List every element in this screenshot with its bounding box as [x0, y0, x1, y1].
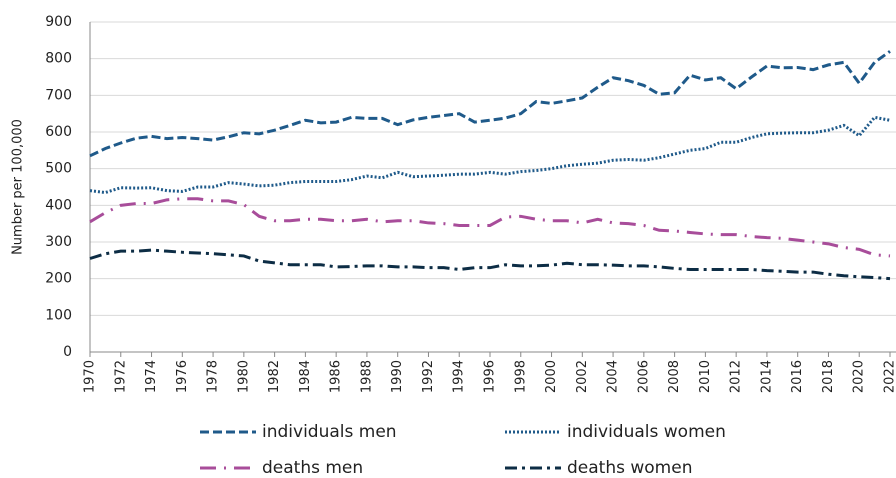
y-tick-label: 400 [45, 197, 72, 213]
x-tick-label: 2018 [821, 360, 836, 393]
y-tick-label: 200 [45, 271, 72, 287]
x-tick-label: 1976 [175, 360, 190, 393]
x-tick-label: 2012 [729, 360, 744, 393]
x-tick-label: 2022 [883, 360, 896, 393]
x-tick-label: 1986 [329, 360, 344, 393]
y-axis-label: Number per 100,000 [11, 119, 26, 255]
x-tick-label: 1998 [513, 360, 528, 393]
legend-label: deaths women [567, 458, 692, 478]
x-tick-label: 1996 [483, 360, 498, 393]
series-line [89, 248, 891, 281]
x-tick-label: 2014 [759, 360, 774, 393]
x-tick-label: 1982 [267, 360, 282, 393]
x-tick-label: 1972 [113, 360, 128, 393]
series-line [89, 115, 891, 195]
x-tick-label: 2008 [667, 360, 682, 393]
x-tick-label: 2020 [852, 360, 867, 393]
y-tick-label: 700 [45, 87, 72, 103]
x-tick-label: 2000 [544, 360, 559, 393]
y-tick-label: 600 [45, 124, 72, 140]
y-tick-label: 0 [63, 344, 72, 360]
legend-label: individuals men [262, 422, 397, 442]
x-tick-label: 1978 [206, 360, 221, 393]
x-tick-label: 2004 [606, 360, 621, 393]
x-tick-label: 1988 [359, 360, 374, 393]
x-tick-label: 1970 [83, 360, 98, 393]
legend-label: individuals women [567, 422, 726, 442]
x-tick-label: 1984 [298, 360, 313, 393]
y-tick-label: 900 [45, 14, 72, 30]
x-tick-label: 1980 [236, 360, 251, 393]
x-tick-label: 1992 [421, 360, 436, 393]
legend-label: deaths men [262, 458, 363, 478]
x-tick-label: 2016 [790, 360, 805, 393]
y-tick-label: 300 [45, 234, 72, 250]
x-tick-label: 2002 [575, 360, 590, 393]
x-tick-label: 2006 [636, 360, 651, 393]
series-line [89, 197, 891, 258]
y-tick-label: 800 [45, 51, 72, 67]
y-tick-label: 500 [45, 161, 72, 177]
x-tick-label: 2010 [698, 360, 713, 393]
x-tick-label: 1994 [452, 360, 467, 393]
series-line [89, 50, 891, 158]
x-tick-label: 1974 [144, 360, 159, 393]
x-tick-label: 1990 [390, 360, 405, 393]
y-tick-label: 100 [45, 307, 72, 323]
